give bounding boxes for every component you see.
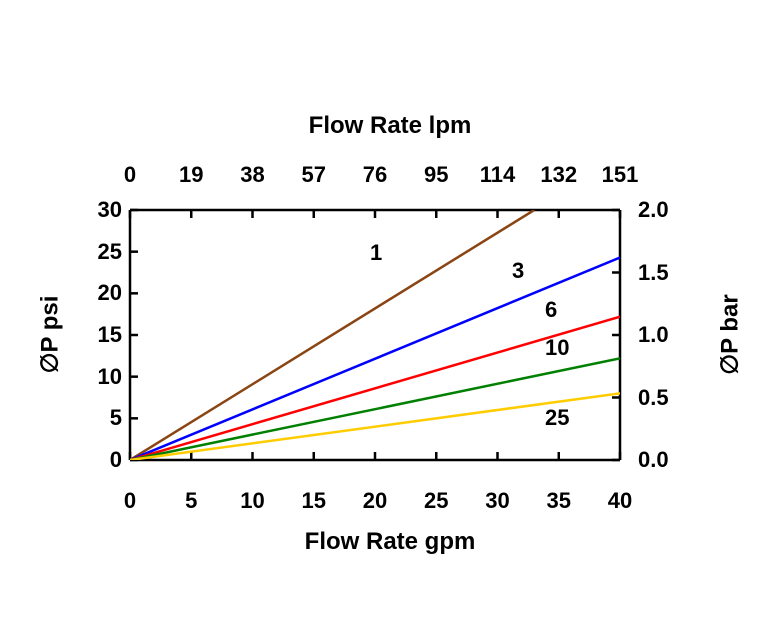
left-tick-label: 10 [72, 364, 122, 390]
right-tick-label: 0.0 [638, 447, 688, 473]
series-label: 1 [370, 240, 382, 266]
top-tick-label: 151 [592, 162, 648, 188]
left-tick-label: 30 [72, 197, 122, 223]
bottom-tick-label: 40 [595, 488, 645, 514]
right-tick-label: 0.5 [638, 385, 688, 411]
left-tick-label: 20 [72, 280, 122, 306]
series-label: 25 [545, 405, 569, 431]
series-line [130, 210, 534, 460]
right-tick-label: 1.0 [638, 322, 688, 348]
left-tick-label: 15 [72, 322, 122, 348]
bottom-tick-label: 20 [350, 488, 400, 514]
bottom-tick-label: 0 [105, 488, 155, 514]
top-tick-label: 76 [347, 162, 403, 188]
bottom-tick-label: 15 [289, 488, 339, 514]
top-tick-label: 19 [163, 162, 219, 188]
bottom-tick-label: 25 [411, 488, 461, 514]
plot-svg [0, 0, 784, 642]
bottom-tick-label: 35 [534, 488, 584, 514]
top-tick-label: 57 [286, 162, 342, 188]
top-tick-label: 132 [531, 162, 587, 188]
bottom-tick-label: 5 [166, 488, 216, 514]
pressure-flow-chart: Flow Rate lpm Flow Rate gpm ∅P psi ∅P ba… [0, 0, 784, 642]
right-tick-label: 1.5 [638, 260, 688, 286]
series-label: 10 [545, 335, 569, 361]
bottom-tick-label: 30 [473, 488, 523, 514]
top-tick-label: 0 [102, 162, 158, 188]
left-tick-label: 25 [72, 239, 122, 265]
series-label: 3 [512, 258, 524, 284]
top-tick-label: 114 [470, 162, 526, 188]
top-tick-label: 95 [408, 162, 464, 188]
bottom-tick-label: 10 [228, 488, 278, 514]
series-label: 6 [545, 297, 557, 323]
left-tick-label: 0 [72, 447, 122, 473]
top-tick-label: 38 [225, 162, 281, 188]
right-tick-label: 2.0 [638, 197, 688, 223]
left-tick-label: 5 [72, 405, 122, 431]
